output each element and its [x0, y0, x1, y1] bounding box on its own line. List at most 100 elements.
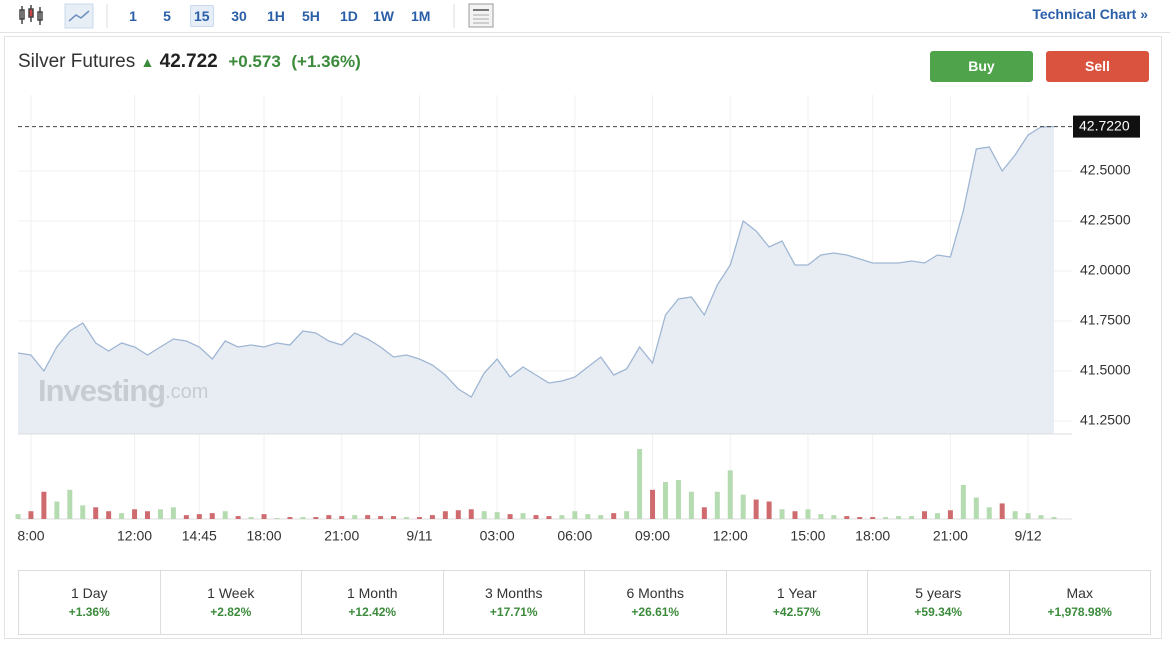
volume-bar — [274, 518, 280, 519]
volume-bar — [611, 513, 617, 519]
x-tick-label: 18:00 — [247, 528, 282, 544]
volume-bar — [365, 515, 371, 519]
period-change: +1,978.98% — [1047, 605, 1112, 619]
volume-bar — [15, 514, 21, 519]
instrument-name: Silver Futures — [18, 51, 136, 72]
performance-cell[interactable]: Max +1,978.98% — [1010, 571, 1151, 634]
interval-button[interactable]: 15 — [190, 5, 214, 27]
volume-bar — [766, 501, 772, 519]
price-change: +0.573 — [228, 52, 281, 71]
performance-cell[interactable]: 6 Months +26.61% — [585, 571, 727, 634]
volume-bar — [404, 517, 409, 519]
volume-bar — [753, 499, 759, 519]
volume-bar — [637, 448, 643, 519]
chart: 41.2500 41.5000 41.7500 42.0000 42.2500 42.50… — [15, 95, 1140, 544]
interval-button[interactable]: 1H — [267, 8, 285, 24]
volume-bar — [54, 501, 60, 519]
x-tick-label: 21:00 — [933, 528, 968, 544]
volume-bar — [922, 511, 927, 519]
volume-bar — [132, 509, 138, 519]
last-price: 42.722 — [159, 51, 218, 72]
up-arrow: ▲ — [140, 54, 155, 70]
volume-bar — [28, 511, 34, 519]
volume-bar — [572, 511, 578, 519]
performance-cell[interactable]: 1 Week +2.82% — [161, 571, 302, 634]
volume-bar — [831, 515, 837, 519]
volume-bar — [93, 507, 99, 519]
volume-bar — [779, 509, 785, 519]
volume-bar — [209, 513, 215, 519]
interval-button[interactable]: 1D — [340, 8, 358, 24]
interval-button[interactable]: 1M — [411, 8, 431, 24]
candle-icon[interactable] — [19, 5, 43, 25]
volume-bar — [960, 484, 966, 519]
y-tick-label: 41.2500 — [1080, 412, 1131, 428]
period-label: 3 Months — [484, 585, 543, 601]
x-tick-label: 9/12 — [1014, 528, 1041, 544]
volume-bar — [145, 511, 150, 519]
volume-bar — [235, 516, 241, 519]
toolbar: 1 5 15 30 1H 5H 1D 1W 1M Technical Chart » — [0, 0, 1170, 33]
volume-bar — [1051, 517, 1057, 519]
volume-bar — [688, 491, 694, 519]
volume-bar — [727, 470, 733, 519]
performance-cell[interactable]: 1 Month +12.42% — [302, 571, 444, 634]
layout-icon[interactable] — [466, 0, 496, 32]
x-tick-label: 18:00 — [855, 528, 890, 544]
percent-change: (+1.36%) — [291, 52, 361, 71]
period-label: 5 years — [915, 585, 962, 601]
volume-bar — [80, 505, 86, 519]
performance-cell[interactable]: 1 Day +1.36% — [19, 571, 161, 634]
volume-bar — [481, 511, 487, 519]
sell-button[interactable]: Sell — [1046, 51, 1149, 82]
x-tick-label: 12:00 — [117, 528, 152, 544]
y-tick-label: 42.5000 — [1080, 162, 1131, 178]
quote-header: Silver Futures ▲ 42.722 +0.573 (+1.36%) — [18, 51, 361, 73]
volume-bar — [740, 494, 746, 519]
y-tick-label: 42.2500 — [1080, 212, 1131, 228]
volume-bar — [1012, 511, 1018, 519]
volume-bar — [598, 515, 604, 519]
performance-cell[interactable]: 1 Year +42.57% — [727, 571, 868, 634]
volume-bar — [339, 516, 345, 519]
performance-cell[interactable]: 5 years +59.34% — [868, 571, 1010, 634]
volume-bar — [248, 517, 254, 519]
x-tick-label: 09:00 — [635, 528, 670, 544]
interval-button[interactable]: 5 — [163, 8, 171, 24]
volume-bar — [896, 516, 902, 519]
volume-bar — [352, 515, 358, 519]
volume-bar — [909, 516, 915, 519]
period-label: 1 Month — [346, 585, 398, 601]
technical-chart-link[interactable]: Technical Chart » — [1032, 6, 1148, 22]
volume-bar — [313, 517, 319, 519]
volume-bar — [222, 511, 228, 519]
interval-button[interactable]: 5H — [302, 8, 320, 24]
volume-bar — [468, 509, 474, 519]
period-change: +59.34% — [914, 605, 963, 619]
volume-bar — [41, 491, 47, 519]
price-area — [18, 126, 1054, 434]
volume-bar — [300, 517, 306, 519]
x-tick-label: 12:00 — [713, 528, 748, 544]
volume-bar — [999, 503, 1005, 519]
interval-button[interactable]: 30 — [231, 8, 247, 24]
interval-button[interactable]: 1 — [129, 8, 137, 24]
x-tick-label: 03:00 — [480, 528, 515, 544]
x-tick-label: 9/11 — [406, 528, 432, 544]
period-label: 1 Day — [70, 585, 108, 601]
watermark-suffix: .com — [165, 381, 208, 403]
volume-bar — [675, 480, 681, 519]
volume-bar — [287, 517, 293, 519]
volume-bar — [805, 509, 811, 519]
volume-bar — [106, 511, 112, 519]
performance-cell[interactable]: 3 Months +17.71% — [444, 571, 585, 634]
current-price-label: 42.7220 — [1079, 117, 1130, 133]
interval-button[interactable]: 1W — [373, 8, 394, 24]
performance-table: 1 Day +1.36% 1 Week +2.82% 1 Month +12.42% 3 M… — [18, 570, 1151, 635]
volume-bar — [119, 513, 125, 519]
volume-bar — [714, 491, 720, 519]
volume-bar — [1025, 513, 1031, 519]
volume-bar — [520, 513, 526, 519]
buy-button[interactable]: Buy — [930, 51, 1033, 82]
